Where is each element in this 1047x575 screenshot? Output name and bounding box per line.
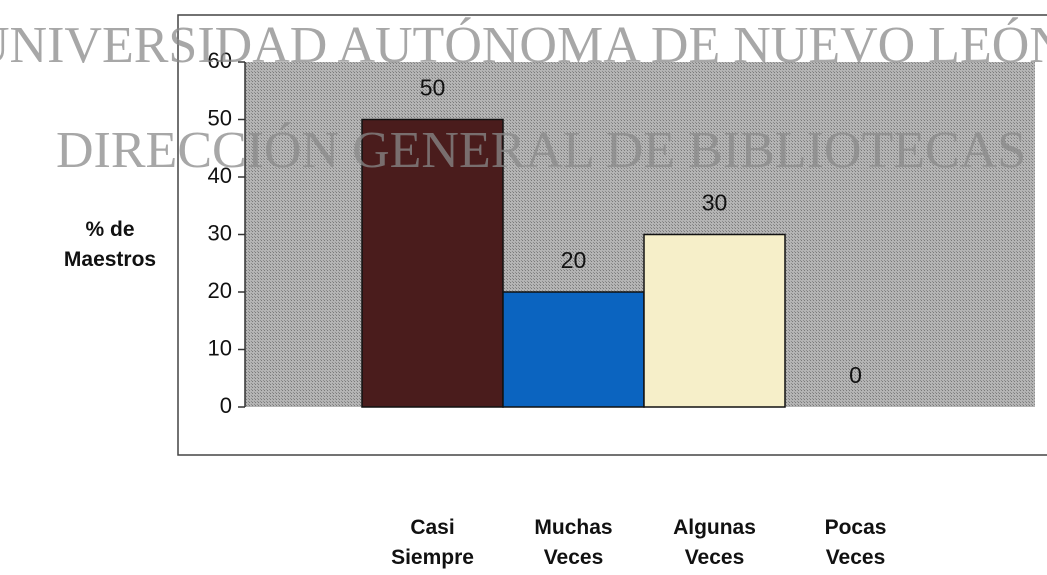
y-tick-label: 10 [208,335,232,360]
y-tick-label: 30 [208,220,232,245]
watermark: UNIVERSIDAD AUTÓNOMA DE NUEVO LEÓN [0,16,1047,74]
watermark: DIRECCIÓN GENERAL DE BIBLIOTECAS [56,121,1026,179]
data-label: 0 [849,362,862,388]
x-tick-label: Muchas Veces [534,516,613,569]
bar [643,233,786,408]
data-label: 20 [561,247,587,273]
y-tick-label: 20 [208,278,232,303]
y-axis-label: % de Maestros [63,218,157,271]
y-tick-label: 40 [208,163,232,188]
x-tick-label: Pocas Veces [824,516,887,569]
y-tick-label: 0 [220,393,232,418]
data-label: 50 [420,75,446,101]
y-tick-label: 50 [208,105,232,130]
x-tick-label: Algunas Veces [673,516,756,569]
x-tick-label: Casi Siempre [391,516,474,569]
bar [502,291,645,408]
y-tick-label: 60 [208,48,232,73]
bar [361,118,504,408]
data-label: 30 [702,190,728,216]
